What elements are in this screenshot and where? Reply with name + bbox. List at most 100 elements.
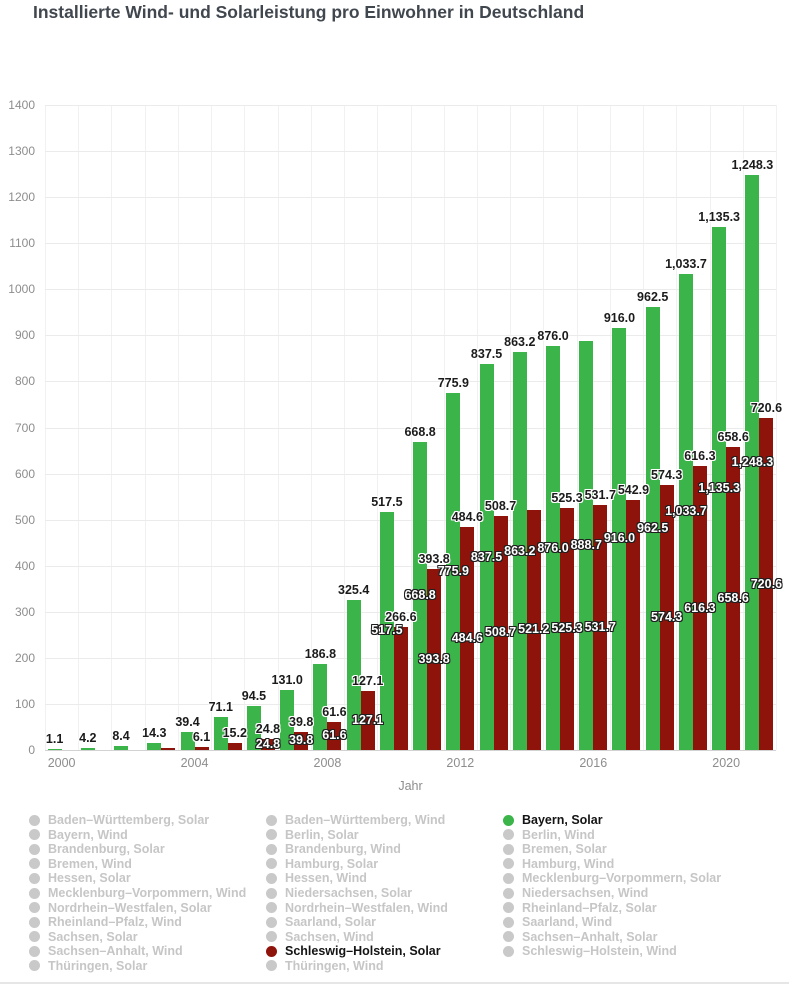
bar-schleswig-holstein-solar-2007[interactable] — [294, 731, 309, 750]
bar-bayern-solar-2017[interactable] — [612, 327, 627, 750]
bar-bayern-solar-2021[interactable] — [745, 174, 760, 750]
legend-item-sachsen-anhalt-solar[interactable]: Sachsen–Anhalt, Solar — [503, 929, 721, 944]
bar-bayern-solar-2015[interactable] — [546, 346, 561, 750]
legend-item-sachsen-solar[interactable]: Sachsen, Solar — [29, 929, 246, 944]
bar-value-label: 94.5 — [241, 689, 267, 704]
legend-item-sachsen-wind[interactable]: Sachsen, Wind — [266, 929, 448, 944]
legend-item-rheinland-pfalz-wind[interactable]: Rheinland–Pfalz, Wind — [29, 915, 246, 930]
bar-bayern-solar-2018[interactable] — [645, 306, 660, 750]
bar-schleswig-holstein-solar-2021[interactable] — [759, 418, 774, 750]
legend-item-label: Thüringen, Wind — [285, 958, 384, 973]
bar-bayern-solar-2004[interactable] — [180, 731, 195, 750]
bar-schleswig-holstein-solar-2008[interactable] — [327, 721, 342, 750]
bar-bayern-solar-2013[interactable] — [479, 364, 494, 750]
legend-item-sachsen-anhalt-wind[interactable]: Sachsen–Anhalt, Wind — [29, 944, 246, 959]
bar-bayern-solar-2016[interactable] — [579, 340, 594, 750]
legend-item-mecklenburg-vorpommern-solar[interactable]: Mecklenburg–Vorpommern, Solar — [503, 871, 721, 886]
legend-item-baden-w-rttemberg-wind[interactable]: Baden–Württemberg, Wind — [266, 813, 448, 828]
bar-schleswig-holstein-solar-2012[interactable] — [460, 526, 475, 750]
bar-schleswig-holstein-solar-2004[interactable] — [194, 747, 209, 750]
bar-bayern-solar-2000[interactable] — [47, 748, 62, 750]
bar-bayern-solar-2020[interactable] — [712, 226, 727, 750]
legend-item-th-ringen-solar[interactable]: Thüringen, Solar — [29, 958, 246, 973]
legend-item-bremen-wind[interactable]: Bremen, Wind — [29, 857, 246, 872]
bar-inner-value-label: 484.6 — [451, 630, 483, 645]
legend-item-saarland-wind[interactable]: Saarland, Wind — [503, 915, 721, 930]
bar-schleswig-holstein-solar-2006[interactable] — [260, 738, 275, 750]
legend-item-rheinland-pfalz-solar[interactable]: Rheinland–Pfalz, Solar — [503, 900, 721, 915]
legend-item-mecklenburg-vorpommern-wind[interactable]: Mecklenburg–Vorpommern, Wind — [29, 886, 246, 901]
bar-inner-value-label: 1,135.3 — [698, 480, 741, 495]
bar-bayern-solar-2007[interactable] — [280, 689, 295, 750]
legend-item-brandenburg-solar[interactable]: Brandenburg, Solar — [29, 842, 246, 857]
legend-item-bayern-wind[interactable]: Bayern, Wind — [29, 828, 246, 843]
y-axis-tick-label: 200 — [14, 650, 35, 665]
bar-inner-value-label: 508.7 — [484, 625, 517, 640]
bar-value-label: 39.4 — [175, 714, 200, 729]
legend-item-nordrhein-westfalen-wind[interactable]: Nordrhein–Westfalen, Wind — [266, 900, 448, 915]
bar-schleswig-holstein-solar-2013[interactable] — [493, 515, 508, 750]
bar-value-label: 668.8 — [404, 424, 436, 439]
bar-value-label: 131.0 — [271, 672, 303, 687]
legend-item-bremen-solar[interactable]: Bremen, Solar — [503, 842, 721, 857]
bar-schleswig-holstein-solar-2011[interactable] — [427, 568, 442, 750]
legend-item-schleswig-holstein-solar[interactable]: Schleswig–Holstein, Solar — [266, 944, 448, 959]
legend-item-berlin-wind[interactable]: Berlin, Wind — [503, 828, 721, 843]
legend-item-niedersachsen-solar[interactable]: Niedersachsen, Solar — [266, 886, 448, 901]
legend-bullet-icon — [503, 887, 514, 899]
x-axis-tick-label: 2000 — [47, 756, 76, 770]
bar-bayern-solar-2005[interactable] — [213, 717, 228, 750]
bar-value-label: 484.6 — [451, 509, 483, 524]
legend-bullet-icon — [29, 858, 40, 870]
bar-bayern-solar-2002[interactable] — [114, 746, 129, 750]
legend-item-baden-w-rttemberg-solar[interactable]: Baden–Württemberg, Solar — [29, 813, 246, 828]
legend-item-hessen-wind[interactable]: Hessen, Wind — [266, 871, 448, 886]
bar-inner-value-label: 1,248.3 — [731, 454, 774, 469]
legend-item-hessen-solar[interactable]: Hessen, Solar — [29, 871, 246, 886]
bar-schleswig-holstein-solar-2015[interactable] — [560, 507, 575, 750]
bar-bayern-solar-2014[interactable] — [512, 352, 527, 750]
legend-item-nordrhein-westfalen-solar[interactable]: Nordrhein–Westfalen, Solar — [29, 900, 246, 915]
legend-item-label: Baden–Württemberg, Solar — [48, 813, 210, 828]
bar-schleswig-holstein-solar-2014[interactable] — [526, 509, 541, 750]
legend-item-niedersachsen-wind[interactable]: Niedersachsen, Wind — [503, 886, 721, 901]
bar-bayern-solar-2009[interactable] — [346, 600, 361, 750]
bar-schleswig-holstein-solar-2018[interactable] — [659, 485, 674, 750]
category-gridline — [776, 105, 777, 750]
bar-schleswig-holstein-solar-2003[interactable] — [161, 748, 176, 750]
bar-value-label: 876.0 — [537, 329, 569, 344]
legend-bullet-icon — [266, 916, 277, 928]
bar-bayern-solar-2003[interactable] — [147, 743, 162, 750]
bar-bayern-solar-2019[interactable] — [678, 273, 693, 750]
legend-item-saarland-solar[interactable]: Saarland, Solar — [266, 915, 448, 930]
bar-bayern-solar-2001[interactable] — [80, 748, 95, 750]
legend-item-brandenburg-wind[interactable]: Brandenburg, Wind — [266, 842, 448, 857]
legend-item-bayern-solar[interactable]: Bayern, Solar — [503, 813, 721, 828]
bar-bayern-solar-2008[interactable] — [313, 663, 328, 750]
bar-bayern-solar-2010[interactable] — [379, 511, 394, 750]
bar-bayern-solar-2012[interactable] — [446, 392, 461, 750]
legend-item-hamburg-wind[interactable]: Hamburg, Wind — [503, 857, 721, 872]
bar-schleswig-holstein-solar-2009[interactable] — [360, 691, 375, 750]
legend-item-schleswig-holstein-wind[interactable]: Schleswig–Holstein, Wind — [503, 944, 721, 959]
bar-inner-value-label: 517.5 — [371, 623, 403, 638]
bar-schleswig-holstein-solar-2019[interactable] — [692, 466, 707, 750]
bar-schleswig-holstein-solar-2010[interactable] — [393, 627, 408, 750]
bar-schleswig-holstein-solar-2016[interactable] — [593, 505, 608, 750]
legend-bullet-icon — [503, 945, 514, 957]
bar-bayern-solar-2011[interactable] — [413, 441, 428, 750]
legend-item-hamburg-solar[interactable]: Hamburg, Solar — [266, 857, 448, 872]
legend-item-label: Berlin, Solar — [285, 827, 359, 842]
bar-value-label: 616.3 — [684, 449, 716, 464]
bar-schleswig-holstein-solar-2020[interactable] — [726, 446, 741, 750]
value-gridline — [45, 611, 776, 613]
bar-schleswig-holstein-solar-2005[interactable] — [227, 743, 242, 750]
legend-item-berlin-solar[interactable]: Berlin, Solar — [266, 828, 448, 843]
y-axis-tick-label: 600 — [14, 466, 35, 481]
bar-schleswig-holstein-solar-2017[interactable] — [626, 499, 641, 750]
legend-item-label: Bayern, Solar — [522, 813, 603, 828]
bottom-divider — [0, 982, 789, 984]
bar-value-label: 39.8 — [289, 714, 314, 729]
legend-item-th-ringen-wind[interactable]: Thüringen, Wind — [266, 958, 448, 973]
bar-bayern-solar-2006[interactable] — [246, 706, 261, 750]
